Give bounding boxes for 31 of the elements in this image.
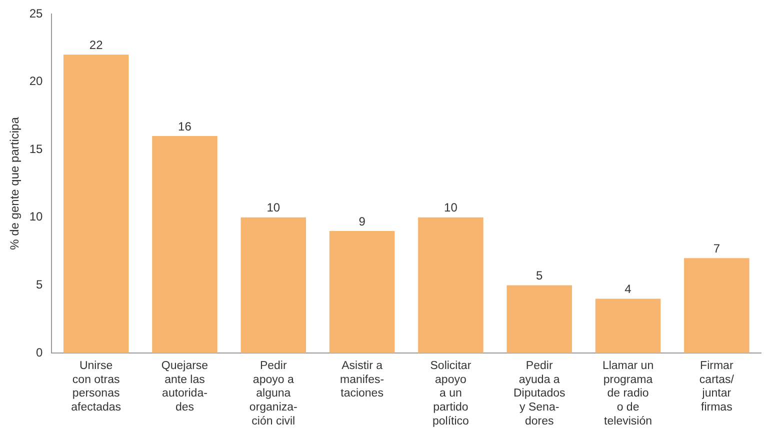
bar	[506, 285, 572, 353]
x-tick-label: Unirse con otras personas afectadas	[71, 360, 122, 414]
bar	[240, 217, 306, 353]
bar	[63, 54, 129, 353]
x-tick-label: Pedir apoyo a alguna organiza- ción civil	[249, 360, 298, 428]
x-tick-label: Quejarse ante las autorida- des	[161, 360, 208, 414]
y-axis-title: % de gente que participa	[8, 116, 22, 250]
bar	[595, 298, 661, 353]
data-label: 7	[713, 241, 720, 256]
y-tick-label: 15	[29, 142, 44, 156]
bar	[152, 136, 218, 353]
y-tick-label: 20	[29, 74, 44, 88]
x-tick-label: Asistir a manifes- taciones	[340, 360, 384, 400]
y-tick-label: 0	[36, 345, 44, 360]
x-tick-label: Solicitar apoyo a un partido político	[430, 360, 472, 428]
y-tick-label: 5	[36, 278, 44, 292]
bar	[684, 258, 750, 353]
y-tick-label: 25	[29, 6, 44, 20]
data-label: 16	[178, 119, 192, 134]
data-label: 4	[624, 282, 632, 296]
y-tick-label: 10	[29, 210, 44, 224]
bar	[418, 217, 484, 353]
data-label: 5	[536, 268, 544, 283]
bar	[329, 230, 395, 353]
data-label: 10	[266, 200, 280, 215]
x-tick-label: Llamar un programa de radio o de televisión	[602, 360, 654, 428]
data-label: 22	[89, 38, 104, 52]
x-tick-label: Pedir ayuda a Diputados y Sena- dores	[513, 360, 566, 428]
x-tick-label: Firmar cartas/ juntar firmas	[699, 360, 735, 414]
data-label: 9	[358, 214, 366, 228]
data-label: 10	[444, 200, 458, 215]
